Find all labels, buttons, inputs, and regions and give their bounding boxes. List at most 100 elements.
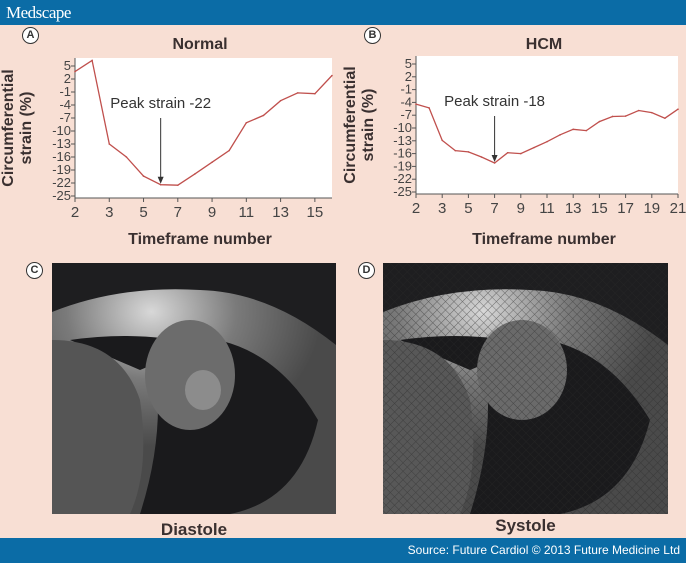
x-tick-label: 3 (105, 204, 113, 221)
x-tick-label: 13 (272, 204, 289, 221)
chart-title: Normal (172, 36, 227, 53)
annotation-label: Peak strain -18 (444, 93, 545, 110)
footer-bar: Source: Future Cardiol © 2013 Future Med… (0, 538, 686, 563)
x-tick-label: 19 (643, 200, 660, 217)
data-point (585, 129, 588, 132)
data-point (159, 183, 162, 186)
data-point (194, 173, 196, 175)
data-point (228, 149, 230, 152)
y-tick-label: -4 (59, 97, 71, 112)
y-tick-label: -25 (393, 184, 412, 199)
data-point (211, 161, 213, 163)
data-point (279, 99, 282, 102)
data-point (245, 121, 248, 124)
chart-title: HCM (526, 36, 562, 53)
x-tick-label: 11 (239, 204, 255, 221)
x-tick-label: 21 (670, 200, 686, 217)
x-tick-label: 9 (208, 204, 216, 221)
x-axis-label: Timeframe number (128, 231, 272, 248)
y-axis-label: Circumferentialstrain (%) (342, 66, 377, 183)
data-point (108, 143, 111, 145)
data-point (262, 114, 265, 117)
data-point (91, 59, 93, 62)
data-point (314, 92, 316, 95)
data-point (331, 74, 333, 77)
mri-diastole-image (52, 263, 336, 514)
x-tick-label: 3 (438, 200, 446, 217)
annotation-arrowhead (157, 176, 164, 184)
series-line (74, 59, 333, 186)
data-point (624, 115, 627, 117)
x-tick-label: 13 (565, 200, 582, 217)
data-point (677, 108, 679, 111)
data-point (572, 128, 574, 131)
x-tick-label: 5 (139, 204, 147, 221)
y-tick-label: 5 (405, 56, 412, 71)
y-axis-label: Circumferentialstrain (%) (0, 69, 35, 186)
panel-label-a: A (22, 27, 39, 44)
data-point (651, 111, 653, 114)
header-bar: Medscape (0, 0, 686, 25)
data-point (598, 120, 601, 123)
y-tick-label: -13 (52, 136, 71, 151)
data-point (454, 149, 457, 152)
data-point (74, 70, 76, 73)
data-point (428, 107, 430, 109)
panel-label-c: C (26, 262, 43, 279)
x-tick-label: 5 (464, 200, 472, 217)
data-point (637, 109, 640, 112)
data-point (546, 140, 548, 143)
data-point (506, 151, 509, 154)
y-tick-label: -16 (393, 146, 412, 161)
x-tick-label: 15 (307, 204, 324, 221)
y-tick-label: 2 (64, 71, 71, 86)
caption-systole: Systole (495, 516, 556, 535)
x-tick-label: 7 (174, 204, 182, 221)
caption-diastole: Diastole (160, 520, 228, 539)
y-tick-label: -25 (52, 188, 71, 203)
source-credit: Source: Future Cardiol © 2013 Future Med… (407, 543, 680, 557)
x-tick-label: 7 (490, 200, 498, 217)
x-tick-label: 11 (539, 200, 555, 217)
y-tick-label: -10 (52, 123, 71, 138)
data-point (441, 139, 444, 142)
data-point (467, 151, 470, 153)
x-tick-label: 15 (591, 200, 608, 217)
y-tick-label: -1 (59, 84, 71, 99)
annotation-arrowhead (491, 154, 498, 162)
data-point (664, 117, 666, 119)
data-point (493, 162, 496, 164)
y-tick-label: -7 (59, 110, 71, 125)
mri-systole-image (383, 263, 668, 514)
y-tick-label: -1 (400, 82, 412, 97)
y-tick-label: 2 (405, 69, 412, 84)
x-tick-label: 17 (617, 200, 634, 217)
annotation-label: Peak strain -22 (110, 95, 211, 112)
x-tick-label: 9 (517, 200, 525, 217)
x-tick-label: 2 (71, 204, 79, 221)
x-tick-label: 2 (412, 200, 420, 217)
y-tick-label: -13 (393, 133, 412, 148)
y-tick-label: 5 (64, 58, 71, 73)
y-tick-label: -19 (52, 162, 71, 177)
data-point (611, 115, 614, 118)
y-tick-label: -16 (52, 149, 71, 164)
data-point (480, 156, 483, 158)
y-tick-label: -7 (400, 107, 412, 122)
panel-label-d: D (358, 262, 375, 279)
data-point (415, 103, 417, 105)
y-tick-label: -4 (400, 94, 412, 109)
x-axis-label: Timeframe number (472, 231, 616, 248)
y-tick-label: -22 (393, 171, 412, 186)
data-point (559, 134, 561, 136)
y-tick-label: -22 (52, 175, 71, 190)
data-point (177, 184, 179, 186)
data-point (142, 175, 145, 177)
data-point (296, 92, 299, 94)
data-point (125, 156, 128, 158)
y-tick-label: -19 (393, 158, 412, 173)
data-point (533, 146, 535, 149)
medscape-logo: Medscape (6, 3, 71, 22)
panel-label-b: B (364, 27, 381, 44)
